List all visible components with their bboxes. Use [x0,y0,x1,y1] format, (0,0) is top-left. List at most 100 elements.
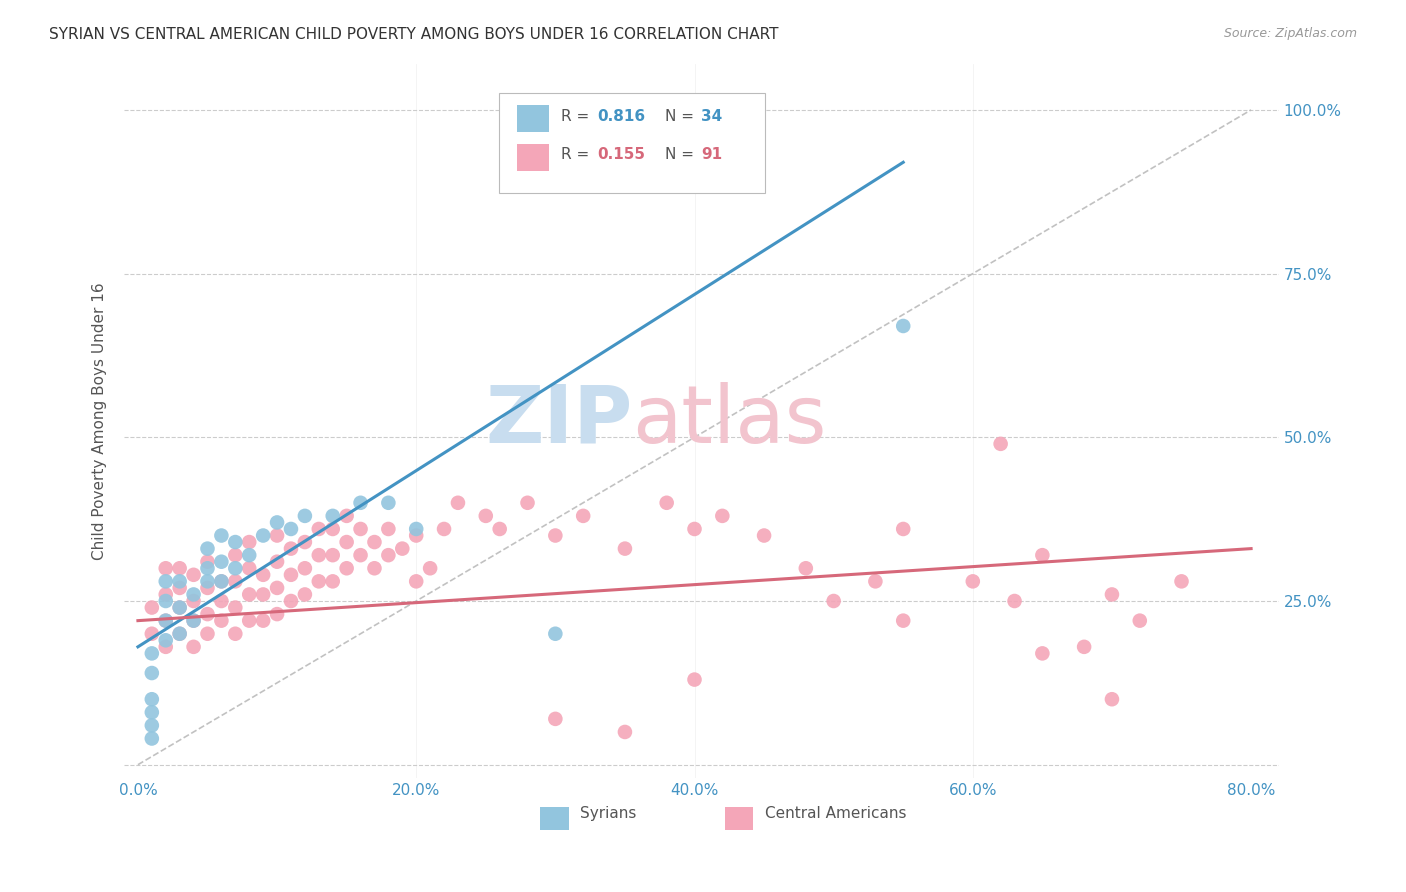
Text: Syrians: Syrians [581,806,637,821]
Point [155,587,177,601]
Point [308,548,330,562]
Point [419,561,441,575]
Point [197,607,219,621]
Point [169,600,191,615]
Point [197,574,219,589]
Text: 34: 34 [702,109,723,124]
Point [488,522,510,536]
Point [1101,587,1123,601]
Point [377,496,399,510]
Point [141,626,163,640]
Point [197,561,219,575]
Point [683,673,706,687]
Point [238,614,260,628]
Point [280,594,302,608]
Point [336,535,359,549]
Point [183,614,205,628]
Point [238,587,260,601]
Point [141,718,163,732]
Point [391,541,413,556]
Point [1101,692,1123,706]
Point [238,535,260,549]
Point [544,528,567,542]
Point [224,574,246,589]
Text: SYRIAN VS CENTRAL AMERICAN CHILD POVERTY AMONG BOYS UNDER 16 CORRELATION CHART: SYRIAN VS CENTRAL AMERICAN CHILD POVERTY… [49,27,779,42]
Point [516,496,538,510]
Point [224,600,246,615]
Point [1004,594,1026,608]
Point [169,581,191,595]
Point [280,541,302,556]
Point [252,567,274,582]
Text: atlas: atlas [633,382,827,460]
Point [711,508,734,523]
Point [405,528,427,542]
Text: N =: N = [665,147,699,162]
Point [294,587,316,601]
Text: R =: R = [561,147,593,162]
Point [141,646,163,660]
Point [155,633,177,648]
Point [294,535,316,549]
Point [141,706,163,720]
Point [308,522,330,536]
Point [169,561,191,575]
Point [266,528,288,542]
Point [197,626,219,640]
Point [169,574,191,589]
Point [962,574,984,589]
Point [475,508,498,523]
Point [1073,640,1095,654]
FancyBboxPatch shape [516,104,548,132]
Point [252,528,274,542]
Text: R =: R = [561,109,593,124]
Text: N =: N = [665,109,699,124]
Point [794,561,817,575]
Point [209,614,232,628]
Point [266,581,288,595]
FancyBboxPatch shape [499,93,765,193]
Point [141,600,163,615]
Point [280,567,302,582]
Point [655,496,678,510]
Point [224,548,246,562]
Point [349,548,371,562]
Point [433,522,456,536]
Point [447,496,470,510]
Point [683,522,706,536]
Point [183,594,205,608]
Point [752,528,775,542]
Point [155,574,177,589]
Point [183,614,205,628]
Point [224,535,246,549]
Point [322,522,344,536]
Text: Central Americans: Central Americans [765,806,907,821]
Y-axis label: Child Poverty Among Boys Under 16: Child Poverty Among Boys Under 16 [93,282,107,560]
Point [209,594,232,608]
Point [280,522,302,536]
Point [377,548,399,562]
Point [155,614,177,628]
FancyBboxPatch shape [540,807,568,830]
Point [238,548,260,562]
Point [169,600,191,615]
Point [209,555,232,569]
Point [197,555,219,569]
Text: 0.155: 0.155 [598,147,645,162]
FancyBboxPatch shape [516,144,548,171]
Point [405,522,427,536]
Point [1031,646,1053,660]
Point [266,607,288,621]
Point [336,508,359,523]
Point [209,528,232,542]
Point [209,574,232,589]
Point [1031,548,1053,562]
Point [891,614,914,628]
Text: 91: 91 [702,147,723,162]
Point [141,731,163,746]
Point [1170,574,1192,589]
Point [224,561,246,575]
Point [363,535,385,549]
Point [572,508,595,523]
Point [613,541,636,556]
